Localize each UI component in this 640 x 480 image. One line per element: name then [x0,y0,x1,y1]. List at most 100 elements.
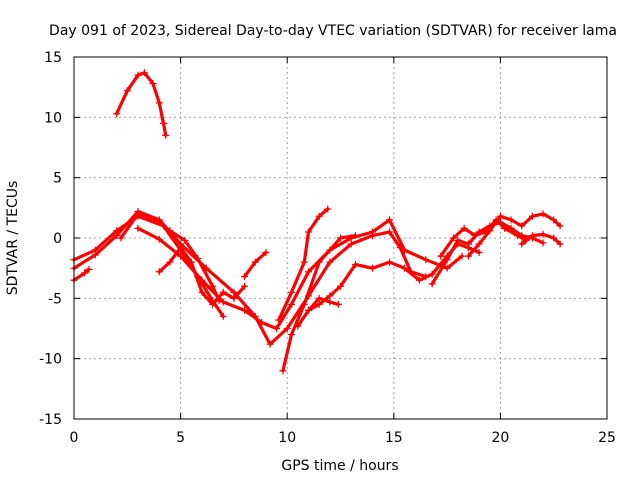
data-point-marker [326,258,334,266]
data-point-marker [177,252,185,260]
data-point-marker [315,212,323,220]
data-point-marker [305,228,313,236]
data-point-marker [219,298,227,306]
data-point-marker [155,268,163,276]
data-point-marker [351,232,359,240]
data-point-marker [177,244,185,252]
data-point-marker [209,282,217,290]
data-point-marker [166,258,174,266]
data-point-marker [305,268,313,276]
data-point-marker [324,205,332,213]
data-point-marker [428,280,436,288]
data-point-marker [315,300,323,308]
data-point-marker [187,258,195,266]
data-point-marker [315,294,323,302]
series-arc-6 [241,248,270,281]
data-point-marker [415,276,423,284]
data-point-marker [262,248,270,256]
series-arc-8 [275,205,332,324]
data-point-marker [287,288,295,296]
data-point-marker [273,325,281,332]
y-axis-label: SDTVAR / TECUs [5,181,21,296]
data-point-marker [556,240,564,248]
y-tick-label: 10 [44,110,62,126]
data-point-marker [230,294,238,302]
data-point-marker [140,69,148,77]
data-point-marker [443,264,451,272]
data-point-marker [464,252,472,260]
data-point-marker [160,119,168,127]
data-point-marker [518,222,526,230]
data-point-marker [475,240,483,248]
data-point-marker [219,312,227,320]
data-point-marker [315,258,323,266]
data-point-marker [198,276,206,284]
x-tick-label: 15 [385,430,403,446]
data-point-marker [194,255,202,263]
data-point-marker [81,269,89,277]
data-point-marker [326,298,334,306]
data-point-marker [454,236,462,244]
data-point-marker [400,264,408,272]
data-point-marker [155,99,163,107]
series-arc-5 [155,244,249,308]
data-point-marker [550,216,558,224]
data-point-marker [149,80,157,88]
series-arc-7 [279,232,359,375]
data-point-marker [258,318,266,326]
y-tick-label: 15 [44,50,62,66]
series-trace [157,246,247,306]
data-point-marker [386,216,394,224]
data-point-marker [198,288,206,296]
data-point-marker [266,340,274,348]
data-point-marker [428,270,436,278]
x-tick-label: 25 [598,430,616,446]
series-trace [277,207,330,322]
data-point-marker [464,240,472,248]
data-point-marker [471,232,479,240]
series-arc-3 [134,216,466,332]
data-point-marker [460,224,468,232]
axis-ticks: 0 5 10 15 20 25 -15 -10 -5 0 5 10 15 [39,50,616,446]
data-point-marker [91,251,99,259]
data-point-marker [241,306,249,314]
data-point-marker [219,288,227,296]
series-trace [119,212,221,303]
x-axis-label: GPS time / hours [281,458,398,474]
y-tick-label: -5 [48,291,62,307]
data-point-marker [422,256,430,264]
data-series [70,69,564,375]
data-point-marker [305,306,313,314]
data-point-marker [458,252,466,260]
data-point-marker [294,322,302,330]
data-point-marker [550,234,558,242]
data-point-marker [486,227,494,235]
data-point-marker [241,282,249,290]
x-tick-label: 10 [278,430,296,446]
data-point-marker [475,248,483,256]
data-point-marker [287,300,295,308]
data-point-marker [287,331,295,339]
chart-title: Day 091 of 2023, Sidereal Day-to-day VTE… [49,23,617,39]
data-point-marker [134,224,142,232]
data-point-marker [113,232,121,240]
data-point-marker [209,300,217,308]
data-point-marker [368,228,376,236]
data-point-marker [368,264,376,272]
data-point-marker [275,316,283,324]
y-tick-label: 0 [53,231,62,247]
data-point-marker [155,235,163,243]
data-point-marker [539,239,547,247]
data-point-marker [300,258,308,266]
data-point-marker [123,87,131,95]
series-trace [466,212,562,258]
data-point-marker [326,292,334,300]
data-point-marker [518,240,526,248]
series-arc-15 [113,69,170,139]
data-point-marker [162,131,170,139]
data-point-marker [241,273,249,281]
data-point-marker [513,232,521,240]
data-point-marker [400,246,408,254]
y-tick-label: -10 [39,352,62,368]
data-point-marker [443,256,451,264]
